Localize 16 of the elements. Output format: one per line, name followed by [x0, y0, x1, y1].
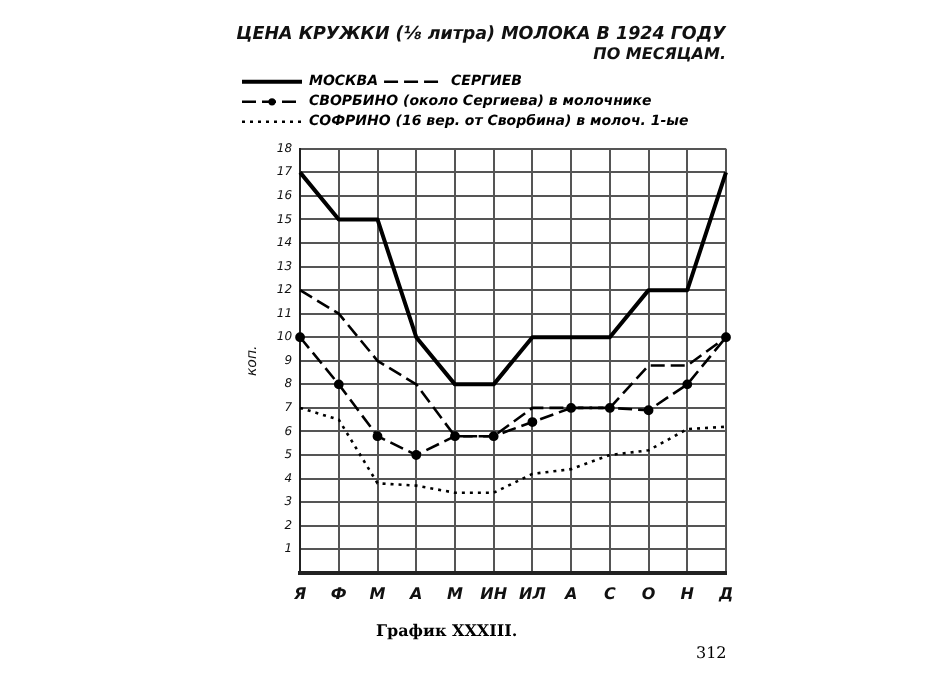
x-tick-label: А	[408, 584, 423, 603]
x-tick-label: М	[369, 584, 386, 603]
text: 312	[696, 644, 727, 662]
x-tick-label: Ф	[330, 584, 347, 603]
x-tick-label: Д	[716, 584, 734, 603]
chart-title: ЦЕНА КРУЖКИ (⅛ литра) МОЛОКА В 1924 ГОДУ	[236, 25, 728, 46]
x-tick-label: А	[562, 584, 578, 603]
x-tick-label: С	[603, 584, 616, 603]
chart-subtitle: ПО МЕСЯЦАМ.	[593, 45, 726, 64]
text: График XXXIII.	[376, 620, 518, 640]
x-tick-label: Я	[291, 584, 307, 603]
x-tick-label: Н	[680, 584, 695, 603]
x-tick-label: О	[641, 584, 656, 603]
x-tick-label: М	[446, 584, 463, 603]
x-tick-label: ИЛ	[519, 584, 547, 603]
x-tick-label: ИН	[480, 584, 508, 603]
